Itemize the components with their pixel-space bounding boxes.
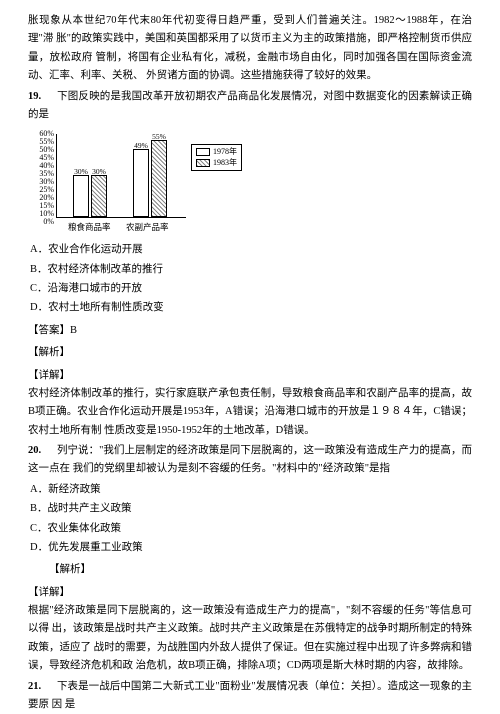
q19-stem: 下图反映的是我国改革开放初期农产品商品化发展情况，对图中数据变化的因素解读正确的… (28, 91, 472, 120)
bar-label: 49% (134, 139, 148, 152)
chart-yaxis: 60% 55% 50% 45% 40% 35% 30% 25% 20% 15% … (32, 130, 54, 218)
legend-box-1983 (196, 159, 210, 167)
q19-choice-b: B．农村经济体制改革的推行 (30, 261, 472, 279)
q20-jiexi-label: 【解析】 (28, 561, 472, 579)
q19-xiangjie: 农村经济体制改革的推行，实行家庭联产承包责任制，导致粮食商品率和农副产品率的提高… (28, 385, 472, 440)
q20-choice-d: D．优先发展重工业政策 (30, 539, 472, 557)
bar-label: 30% (92, 165, 106, 178)
q20-stem-row: 20. 列宁说："我们上层制定的经济政策是同下层脱离的，这一政策没有造成生产力的… (28, 442, 472, 479)
q19-stem-row: 19. 下图反映的是我国改革开放初期农产品商品化发展情况，对图中数据变化的因素解… (28, 88, 472, 125)
bar-1983-grain: 30% (91, 175, 107, 217)
q19-jiexi-label: 【解析】 (28, 344, 472, 362)
xlabel-sideline: 农副产品率 (126, 220, 169, 235)
q19-chart: 60% 55% 50% 45% 40% 35% 30% 25% 20% 15% … (32, 130, 242, 235)
q21-stem-row: 21. 下表是一战后中国第二大新式工业"面粉业"发展情况表（单位：关担）。造成这… (28, 678, 472, 714)
bar-group-grain: 30% 30% (73, 175, 107, 217)
bar-1983-sideline: 55% (151, 140, 167, 217)
intro-paragraph: 胀现象从本世纪70年代末80年代初变得日趋严重，受到人们普遍关注。1982～19… (28, 12, 472, 86)
xlabel-grain: 粮食商品率 (68, 220, 111, 235)
legend-box-1978 (196, 148, 210, 156)
q19-xiangjie-label: 【详解】 (28, 367, 472, 385)
q20-number: 20. (28, 445, 41, 456)
bar-group-sideline: 49% 55% (133, 140, 167, 217)
bar-1978-grain: 30% (73, 175, 89, 217)
bar-1978-sideline: 49% (133, 149, 149, 217)
q20-xiangjie-label: 【详解】 (28, 584, 472, 602)
legend-1983: 1983年 (213, 158, 237, 168)
q20-stem: 列宁说："我们上层制定的经济政策是同下层脱离的，这一政策没有造成生产力的提高，而… (28, 445, 472, 474)
chart-legend: 1978年 1983年 (191, 144, 242, 171)
q20-choice-b: B．战时共产主义政策 (30, 500, 472, 518)
q21-number: 21. (28, 681, 41, 692)
chart-plot: 30% 30% 49% 55% (56, 134, 186, 218)
q19-number: 19. (28, 91, 41, 102)
bar-label: 30% (74, 165, 88, 178)
ytick: 0% (43, 218, 54, 226)
q20-xiangjie: 根据"经济政策是同下层脱离的，这一政策没有造成生产力的提高"，"刻不容缓的任务"… (28, 602, 472, 676)
legend-1978: 1978年 (213, 147, 237, 157)
q19-choice-a: A．农业合作化运动开展 (30, 241, 472, 259)
q19-choice-d: D．农村土地所有制性质改变 (30, 299, 472, 317)
q20-choice-a: A．新经济政策 (30, 481, 472, 499)
bar-label: 55% (152, 130, 166, 143)
q21-stem: 下表是一战后中国第二大新式工业"面粉业"发展情况表（单位：关担）。造成这一现象的… (28, 681, 472, 710)
q19-choice-c: C．沿海港口城市的开放 (30, 280, 472, 298)
q20-choice-c: C．农业集体化政策 (30, 520, 472, 538)
q19-answer: 【答案】B (28, 322, 472, 340)
